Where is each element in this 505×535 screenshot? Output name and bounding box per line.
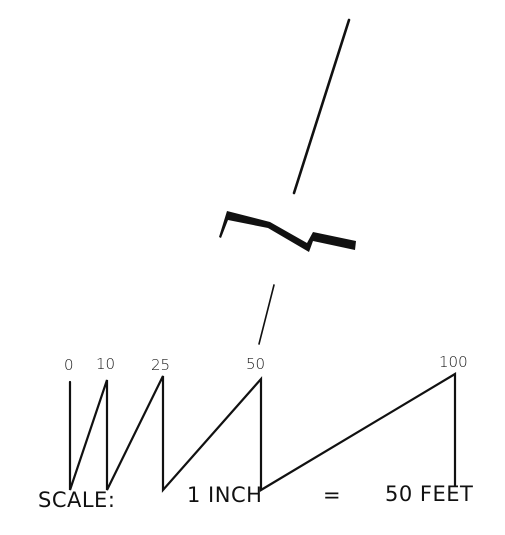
north-arrow-upper-line [292, 18, 351, 195]
scale-caption-label: SCALE: [38, 488, 115, 512]
scale-tick-label-100: 100 [439, 353, 468, 371]
north-arrow-break-symbol [219, 211, 356, 252]
scale-tick-label-50: 50 [246, 355, 265, 373]
north-arrow [219, 18, 356, 345]
scale-caption: SCALE: 1 INCH = 50 FEET [38, 482, 473, 512]
scale-caption-inch: 1 INCH [187, 483, 262, 507]
scale-caption-equals: = [323, 483, 341, 507]
scale-tick-label-25: 25 [151, 356, 170, 374]
scale-tick-label-0: 0 [64, 356, 74, 374]
scale-caption-feet: 50 FEET [385, 482, 473, 506]
scale-tick-label-10: 10 [96, 355, 115, 373]
north-arrow-lower-line [258, 284, 275, 345]
scale-zigzag-line [68, 372, 457, 493]
scale-bar: 0 10 25 50 100 [64, 353, 468, 493]
